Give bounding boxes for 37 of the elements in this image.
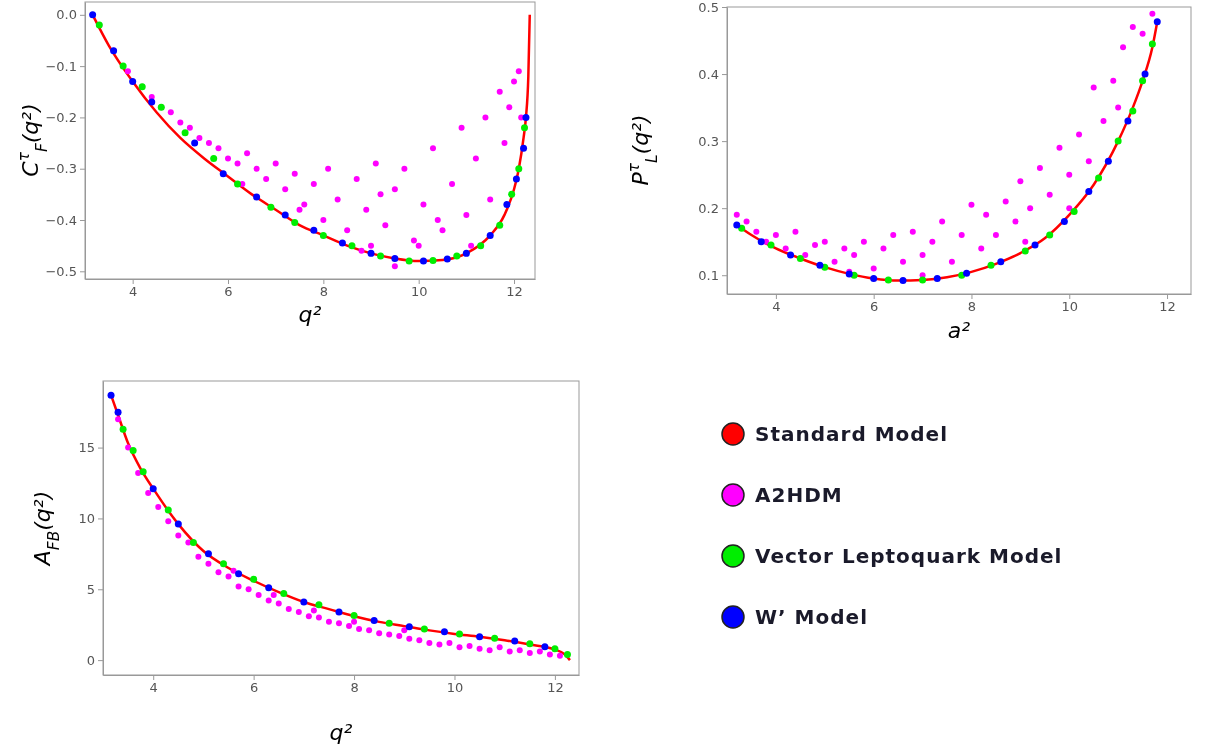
x-tick-label: 8 [967, 299, 977, 315]
x-tick-label: 8 [350, 680, 359, 696]
y-tick-label: 0.3 [698, 133, 719, 149]
y-tick-label: 0.1 [698, 267, 719, 283]
x-tick-label: 6 [249, 680, 259, 696]
x-tick-label: 12 [1159, 299, 1176, 315]
y-tick-label: −0.1 [45, 58, 77, 74]
legend-label: A2HDM [755, 483, 843, 507]
x-tick-label: 4 [149, 680, 158, 696]
y-tick-label: 10 [78, 511, 95, 527]
y-tick-label: 0.0 [56, 7, 77, 23]
y-tick-label: 0 [86, 652, 95, 668]
y-tick-label: 15 [78, 440, 95, 456]
x-tick-label: 12 [506, 284, 523, 300]
y-tick-label: −0.5 [45, 263, 77, 279]
y-tick-label: −0.2 [45, 110, 77, 126]
x-tick-label: 10 [1061, 299, 1079, 315]
x-axis-title: q² [298, 302, 322, 327]
x-axis-title: a² [947, 318, 971, 343]
x-tick-label: 8 [319, 284, 328, 300]
legend-label: W’ Model [755, 605, 868, 629]
x-tick-label: 6 [870, 299, 879, 315]
legend-label: Standard Model [755, 422, 949, 446]
y-tick-label: −0.4 [45, 212, 77, 228]
y-tick-label: 0.5 [698, 0, 719, 15]
y-tick-label: 0.2 [698, 200, 719, 216]
x-tick-label: 12 [547, 680, 564, 696]
y-tick-label: 5 [86, 581, 95, 597]
x-tick-label: 6 [224, 284, 233, 300]
y-tick-label: 0.4 [698, 66, 719, 82]
x-tick-label: 4 [129, 284, 138, 300]
x-tick-label: 10 [446, 680, 464, 696]
y-tick-label: −0.3 [45, 161, 77, 177]
legend-label: Vector Leptoquark Model [755, 544, 1063, 568]
x-axis-title: q² [329, 720, 353, 745]
x-tick-label: 4 [772, 299, 781, 315]
x-tick-label: 10 [410, 284, 428, 300]
